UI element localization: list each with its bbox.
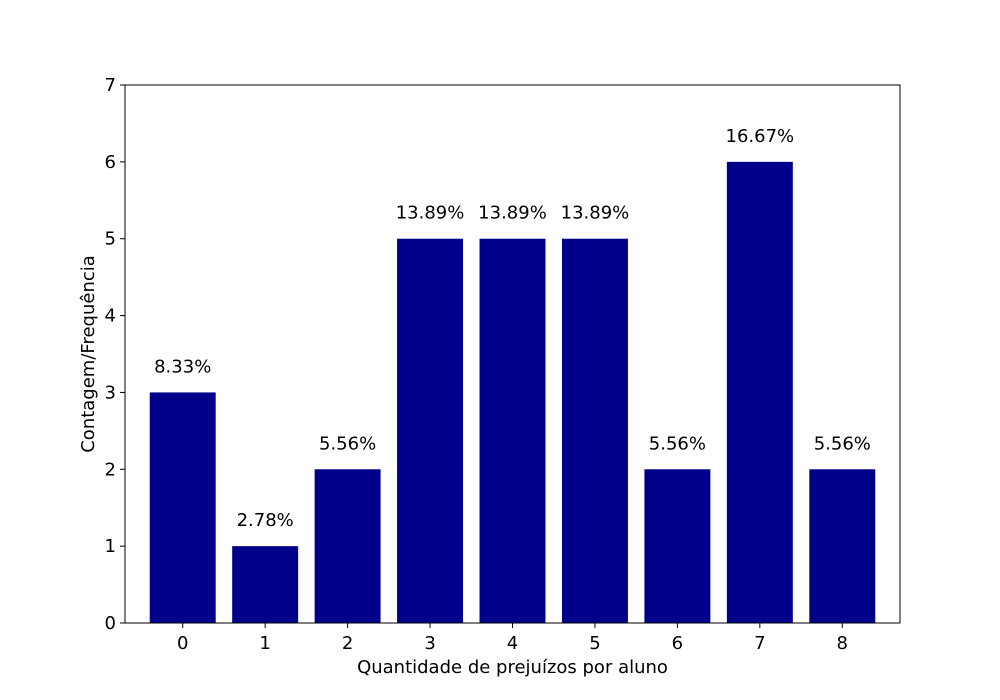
bar-5 xyxy=(561,238,628,623)
y-tick-label: 1 xyxy=(105,536,116,557)
bar-value-label-3: 13.89% xyxy=(396,203,465,224)
bar-value-label-5: 13.89% xyxy=(561,203,630,224)
y-tick-label: 7 xyxy=(105,75,116,96)
bar-value-label-6: 5.56% xyxy=(649,433,706,454)
x-tick-label: 6 xyxy=(672,633,683,654)
bar-value-label-4: 13.89% xyxy=(478,203,547,224)
bar-2 xyxy=(314,469,381,623)
y-tick-label: 6 xyxy=(105,152,116,173)
bar-0 xyxy=(149,392,216,623)
bar-6 xyxy=(644,469,711,623)
x-tick-label: 7 xyxy=(754,633,765,654)
y-tick-label: 4 xyxy=(105,306,116,327)
x-tick-label: 3 xyxy=(424,633,435,654)
bar-value-label-2: 5.56% xyxy=(319,433,376,454)
bars-group xyxy=(149,161,876,623)
bar-1 xyxy=(232,546,299,623)
x-tick-label: 2 xyxy=(342,633,353,654)
bar-labels-group: 8.33% 2.78% 5.56% 13.89% 13.89% 13.89% 5.56% 16… xyxy=(154,126,871,531)
y-axis: 0 1 2 3 4 5 6 7 xyxy=(105,75,125,634)
bar-3 xyxy=(397,238,464,623)
x-axis-label: Quantidade de prejuízos por aluno xyxy=(357,657,668,678)
x-axis: 0 1 2 3 4 5 6 7 8 xyxy=(177,623,848,654)
bar-4 xyxy=(479,238,546,623)
bar-7 xyxy=(726,161,793,623)
y-tick-label: 3 xyxy=(105,382,116,403)
y-axis-label: Contagem/Frequência xyxy=(78,255,99,453)
x-tick-label: 8 xyxy=(837,633,848,654)
x-tick-label: 5 xyxy=(589,633,600,654)
bar-value-label-7: 16.67% xyxy=(726,126,795,147)
bar-8 xyxy=(809,469,876,623)
y-tick-label: 2 xyxy=(105,459,116,480)
bar-value-label-0: 8.33% xyxy=(154,356,211,377)
y-tick-label: 5 xyxy=(105,229,116,250)
x-tick-label: 0 xyxy=(177,633,188,654)
bar-value-label-8: 5.56% xyxy=(814,433,871,454)
plot-area-frame xyxy=(124,84,901,624)
y-tick-label: 0 xyxy=(105,613,116,634)
x-tick-label: 4 xyxy=(507,633,518,654)
x-tick-label: 1 xyxy=(259,633,270,654)
bar-value-label-1: 2.78% xyxy=(237,510,294,531)
